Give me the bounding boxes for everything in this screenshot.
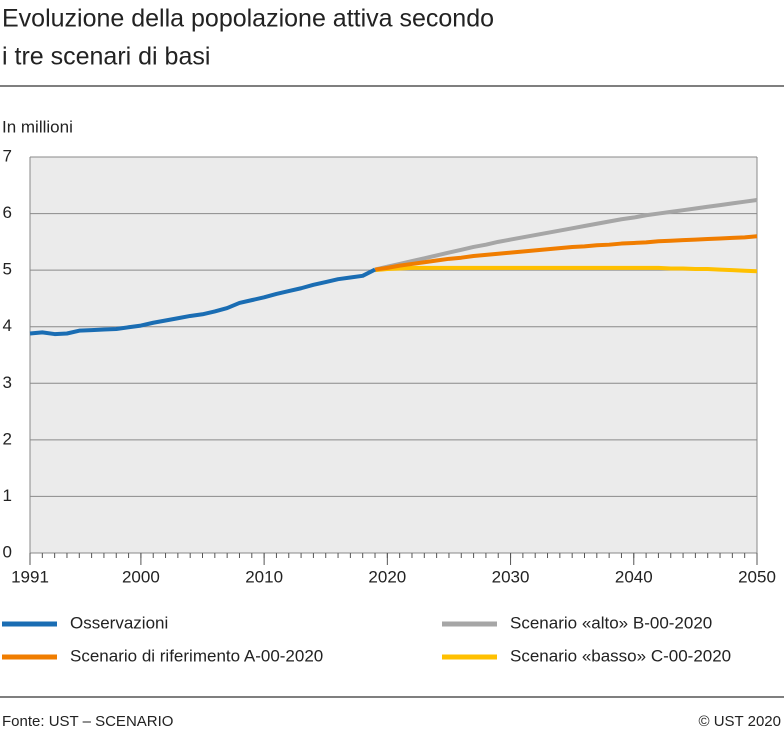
x-tick-label: 2010 — [245, 567, 283, 586]
legend-label: Scenario «alto» B-00-2020 — [510, 613, 712, 632]
y-tick-label: 5 — [3, 260, 12, 279]
x-tick-label: 2040 — [615, 567, 653, 586]
legend-label: Osservazioni — [70, 613, 168, 632]
copyright: © UST 2020 — [699, 713, 782, 730]
y-tick-label: 1 — [3, 486, 12, 505]
y-tick-label: 2 — [3, 429, 12, 448]
x-tick-label: 2050 — [738, 567, 776, 586]
series-line — [374, 234, 758, 272]
chart-title: Evoluzione della popolazione attiva seco… — [2, 5, 494, 33]
x-tick-label: 2020 — [368, 567, 406, 586]
x-tick-label: 2000 — [122, 567, 160, 586]
series-line — [374, 198, 758, 272]
y-tick-label: 6 — [3, 203, 12, 222]
legend-label: Scenario «basso» C-00-2020 — [510, 646, 731, 665]
legend-label: Scenario di riferimento A-00-2020 — [70, 646, 323, 665]
series-line — [29, 267, 376, 337]
x-tick-label: 1991 — [11, 567, 49, 586]
y-tick-label: 3 — [3, 373, 12, 392]
plot-area — [30, 157, 757, 553]
y-axis-label: In millioni — [2, 117, 73, 136]
source: Fonte: UST – SCENARIO — [2, 713, 173, 730]
y-tick-label: 0 — [3, 542, 12, 561]
y-tick-label: 7 — [3, 146, 12, 165]
series-line — [374, 265, 758, 274]
x-tick-label: 2030 — [492, 567, 530, 586]
chart-title: i tre scenari di basi — [2, 43, 210, 71]
y-tick-label: 4 — [3, 316, 12, 335]
